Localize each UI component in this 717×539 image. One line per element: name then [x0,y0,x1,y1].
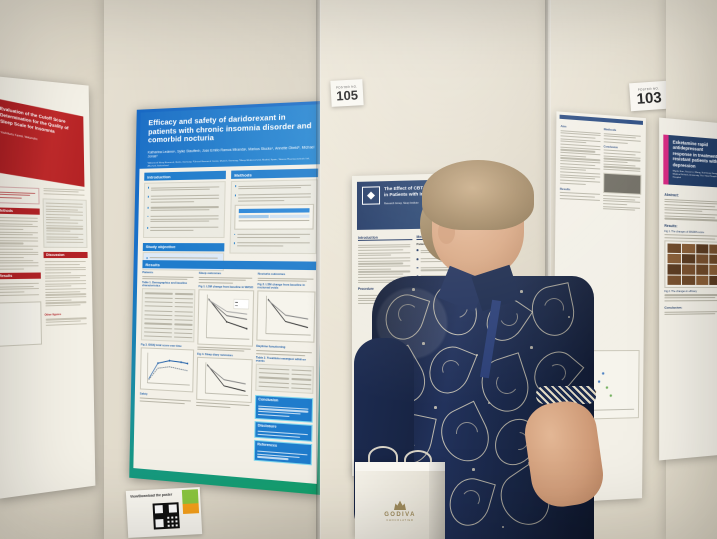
bag-handle-right [404,450,432,470]
poster-106-results-col-c: Nocturia outcomes Fig 2. LSM change from… [253,271,316,468]
results-label-table1: Table 1. Demographics and baseline chara… [141,281,187,288]
poster-106-disclosure-box: Disclosure [254,420,313,443]
poster-106-col-1: Introduction Study objective [142,170,226,272]
poster-dense-image [603,172,642,196]
poster-106-figure-1 [197,289,255,347]
poster-dense-header [559,114,643,125]
poster-mag-body: Abstract: Results: Fig 1. The changes of… [664,193,717,317]
poster-red-insomnia-scale[interactable]: Evaluation of the Cutoff Score Determina… [0,75,96,499]
poster-mag-fig2-caption: Fig 2. The changes in efficacy [664,289,697,294]
results-label-sleep: Sleep outcomes [198,270,222,276]
bag-top-fold [355,462,445,471]
poster-red-note [0,186,40,205]
poster-red-figure [0,301,43,348]
godiva-brand-name: GODIVA [384,512,416,518]
poster-106-section-introduction: Introduction [144,170,226,181]
shirt-cuff [536,386,596,404]
poster-mag-section-results: Results: [664,223,678,228]
poster-106-content: Efficacy and safety of daridorexant in p… [133,104,326,484]
qr-poster-download-card[interactable]: View/Download the poster [125,487,203,538]
results-label-nocturia: Nocturia outcomes [257,271,286,277]
godiva-logo: GODIVA CHOCOLATIER [378,500,422,522]
poster-106-header: Efficacy and safety of daridorexant in p… [139,104,326,169]
poster-106-results-col-b: Sleep outcomes Fig 1. LSM change from ba… [195,271,255,463]
results-label-fig2: Fig 2. LSM change from baseline in noctu… [257,283,305,291]
poster-daridorexant-nocturia[interactable]: Efficacy and safety of daridorexant in p… [129,100,330,496]
poster-mag-title: Esketamine rapid antidepressant response… [672,139,717,169]
poster-106-table-1 [140,288,196,343]
poster-dense-col-2: Methods Conclusion [602,127,642,213]
godiva-brand-sub: CHOCOLATIER [386,519,414,522]
poster-106-section-objective: Study objective [142,242,225,252]
qr-badge-green-icon [181,489,199,505]
line-chart-svg [257,292,314,342]
crown-icon [394,500,406,510]
poster-106-figure-2 [256,290,316,344]
poster-106-figure-4 [196,357,253,404]
poster-red-table [42,197,88,248]
bag-side-shadow [429,462,445,539]
poster-mag-figure-grid [664,240,717,288]
poster-106-section-results: Results [142,260,317,271]
poster-106-study-design-figure [233,204,314,230]
line-chart-svg [197,358,251,402]
poster-red-col-right: Discussion Other figures [42,184,88,329]
poster-106-results-block: Results Patients Table 1. Demographics a… [139,260,317,468]
board-seam [545,0,551,539]
poster-red-col-left: Methods Results [0,186,43,348]
poster-106-end-boxes: Conclusion Disclosure References [253,395,314,466]
poster-red-header: Evaluation of the Cutoff Score Determina… [0,98,85,187]
poster-esketamine-depression[interactable]: Esketamine rapid antidepressant response… [659,117,717,461]
poster-106-section-methods: Methods [231,168,319,179]
qr-code-icon[interactable] [152,502,180,530]
poster-mag-header: Esketamine rapid antidepressant response… [663,134,717,188]
poster-106-references-box: References [253,440,313,466]
godiva-shopping-bag [355,462,445,539]
board-seam [316,0,321,539]
poster-106-authors: Katharina Lederer¹, Sylke Stauffert², Jo… [147,144,315,159]
poster-mag-section-conclusion: Conclusion: [664,305,683,310]
placard-103: POSTER NO. 103 [629,80,669,112]
poster-106-conclusion-box: Conclusion [254,395,314,423]
poster-106-title: Efficacy and safety of daridorexant in p… [147,112,312,145]
line-chart-svg [141,349,193,392]
hair [422,160,534,230]
poster-106-results-col-a: Patients Table 1. Demographics and basel… [139,270,196,458]
qr-badge-orange-icon [182,503,200,515]
qr-card-title: View/Download the poster [130,492,173,499]
poster-106-col-2: Methods [229,168,319,254]
poster-mag-authors: Miyuki Sun, Yasuo Li, Wang, Summary Grou… [672,170,717,180]
poster-106-figure-3 [139,347,195,393]
poster-106-affiliations: ¹Advanced Sleep Research, Berlin, German… [147,157,310,168]
bag-handle-left [368,446,398,468]
line-chart-svg [198,290,253,345]
magenta-accent-bar [663,134,669,185]
poster-106-table-2 [255,363,314,395]
placard-105: POSTER NO. 105 [330,79,364,107]
results-label-patients: Patients [142,270,154,275]
placard-number: 105 [335,86,359,104]
placard-number: 103 [636,88,663,108]
